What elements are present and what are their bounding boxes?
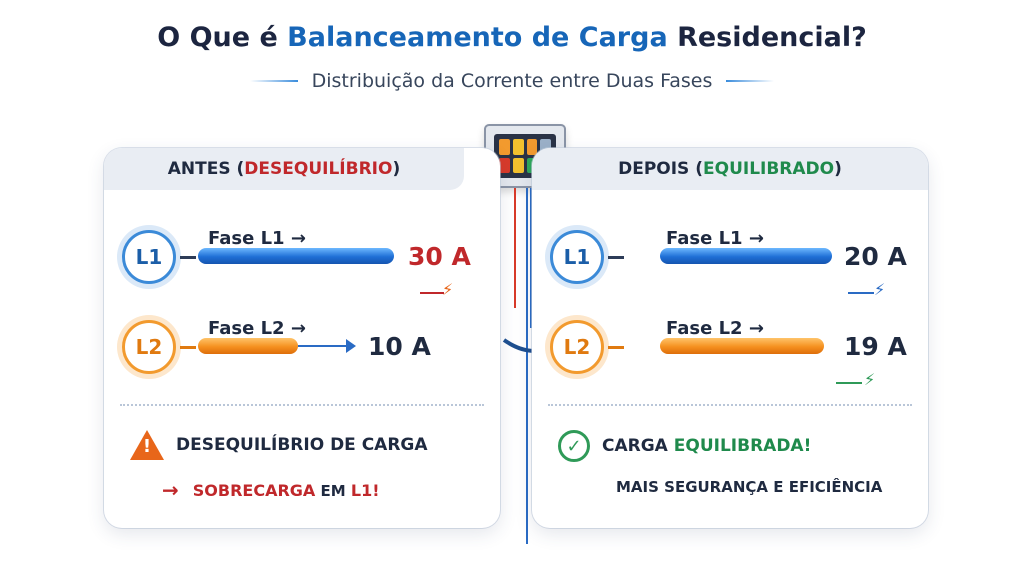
after-heading-suffix: ) (834, 159, 842, 179)
right-arrow-icon (346, 339, 356, 353)
lightning-icon: ⚡ (864, 370, 876, 389)
before-heading: ANTES (DESEQUILÍBRIO) (104, 148, 464, 190)
before-status: ! DESEQUILÍBRIO DE CARGA (130, 430, 428, 460)
separator (120, 404, 484, 406)
warning-triangle-icon: ! (130, 430, 164, 460)
l1-spark-line (848, 292, 874, 294)
after-l1-row: L1 Fase L1 → 20 A ⚡ (532, 218, 928, 304)
l2-label: Fase L2 → (208, 318, 306, 339)
overload-warning: → SOBRECARGA EM L1! (162, 478, 380, 502)
before-heading-state: DESEQUILÍBRIO (244, 159, 393, 179)
before-l1-row: L1 Fase L1 → 30 A ⚡ (104, 218, 500, 304)
l2-current-bar (660, 338, 824, 354)
l1-label: Fase L1 → (208, 228, 306, 249)
subtitle-line-left (249, 80, 298, 82)
l1-label: Fase L1 → (666, 228, 764, 249)
l1-current-bar (660, 248, 832, 264)
after-heading-state: EQUILIBRADO (703, 159, 835, 179)
l1-current-value: 20 A (844, 242, 907, 271)
red-arrow-icon: → (162, 478, 179, 502)
l2-current-value: 19 A (844, 332, 907, 361)
wire-blue (530, 188, 532, 328)
l2-badge: L2 (122, 320, 176, 374)
l1-current-bar (198, 248, 394, 264)
title-suffix: Residencial? (667, 22, 867, 53)
benefit-row: MAIS SEGURANÇA E EFICIÊNCIA (616, 478, 882, 496)
l1-current-value: 30 A (408, 242, 471, 271)
l2-badge: L2 (550, 320, 604, 374)
overload-word: SOBRECARGA (192, 480, 316, 500)
l2-current-bar (198, 338, 298, 354)
subtitle-line-right (726, 80, 775, 82)
page-title: O Que é Balanceamento de Carga Residenci… (0, 22, 1024, 53)
l2-spark-line (836, 382, 862, 384)
lightning-icon: ⚡ (442, 280, 454, 299)
l1-connector (608, 256, 624, 259)
after-heading: DEPOIS (EQUILIBRADO) (532, 148, 928, 190)
after-status-text: CARGA EQUILIBRADA! (602, 436, 811, 456)
before-l2-row: L2 Fase L2 → 10 A (104, 308, 500, 394)
l2-arrow-line (298, 345, 348, 347)
overload-middle: EM (315, 481, 351, 500)
title-accent: Balanceamento de Carga (287, 22, 668, 53)
l1-spark-line (420, 292, 444, 294)
benefit-text: MAIS SEGURANÇA E EFICIÊNCIA (616, 478, 883, 496)
after-status: ✓ CARGA EQUILIBRADA! (558, 430, 811, 462)
l2-connector (180, 346, 196, 349)
after-l2-row: L2 Fase L2 → 19 A ⚡ (532, 308, 928, 394)
check-circle-icon: ✓ (558, 430, 590, 462)
title-prefix: O Que é (157, 22, 288, 53)
after-panel: DEPOIS (EQUILIBRADO) L1 Fase L1 → 20 A ⚡… (532, 148, 928, 528)
overload-phase: L1! (350, 480, 380, 500)
l2-label: Fase L2 → (666, 318, 764, 339)
before-panel: ANTES (DESEQUILÍBRIO) L1 Fase L1 → 30 A … (104, 148, 500, 528)
lightning-icon: ⚡ (874, 280, 886, 299)
l2-connector (608, 346, 624, 349)
divider-line (526, 188, 528, 544)
l1-badge: L1 (550, 230, 604, 284)
wire-red (514, 188, 516, 308)
l2-current-value: 10 A (368, 332, 431, 361)
after-heading-prefix: DEPOIS ( (618, 159, 703, 179)
subtitle: Distribuição da Corrente entre Duas Fase… (311, 70, 713, 92)
l1-connector (180, 256, 196, 259)
before-heading-suffix: ) (392, 159, 401, 179)
before-status-text: DESEQUILÍBRIO DE CARGA (176, 435, 428, 455)
separator (548, 404, 912, 406)
before-heading-prefix: ANTES ( (167, 159, 245, 179)
l1-badge: L1 (122, 230, 176, 284)
after-status-prefix: CARGA (602, 436, 674, 456)
after-status-green: EQUILIBRADA! (673, 436, 812, 456)
subtitle-row: Distribuição da Corrente entre Duas Fase… (0, 68, 1024, 94)
